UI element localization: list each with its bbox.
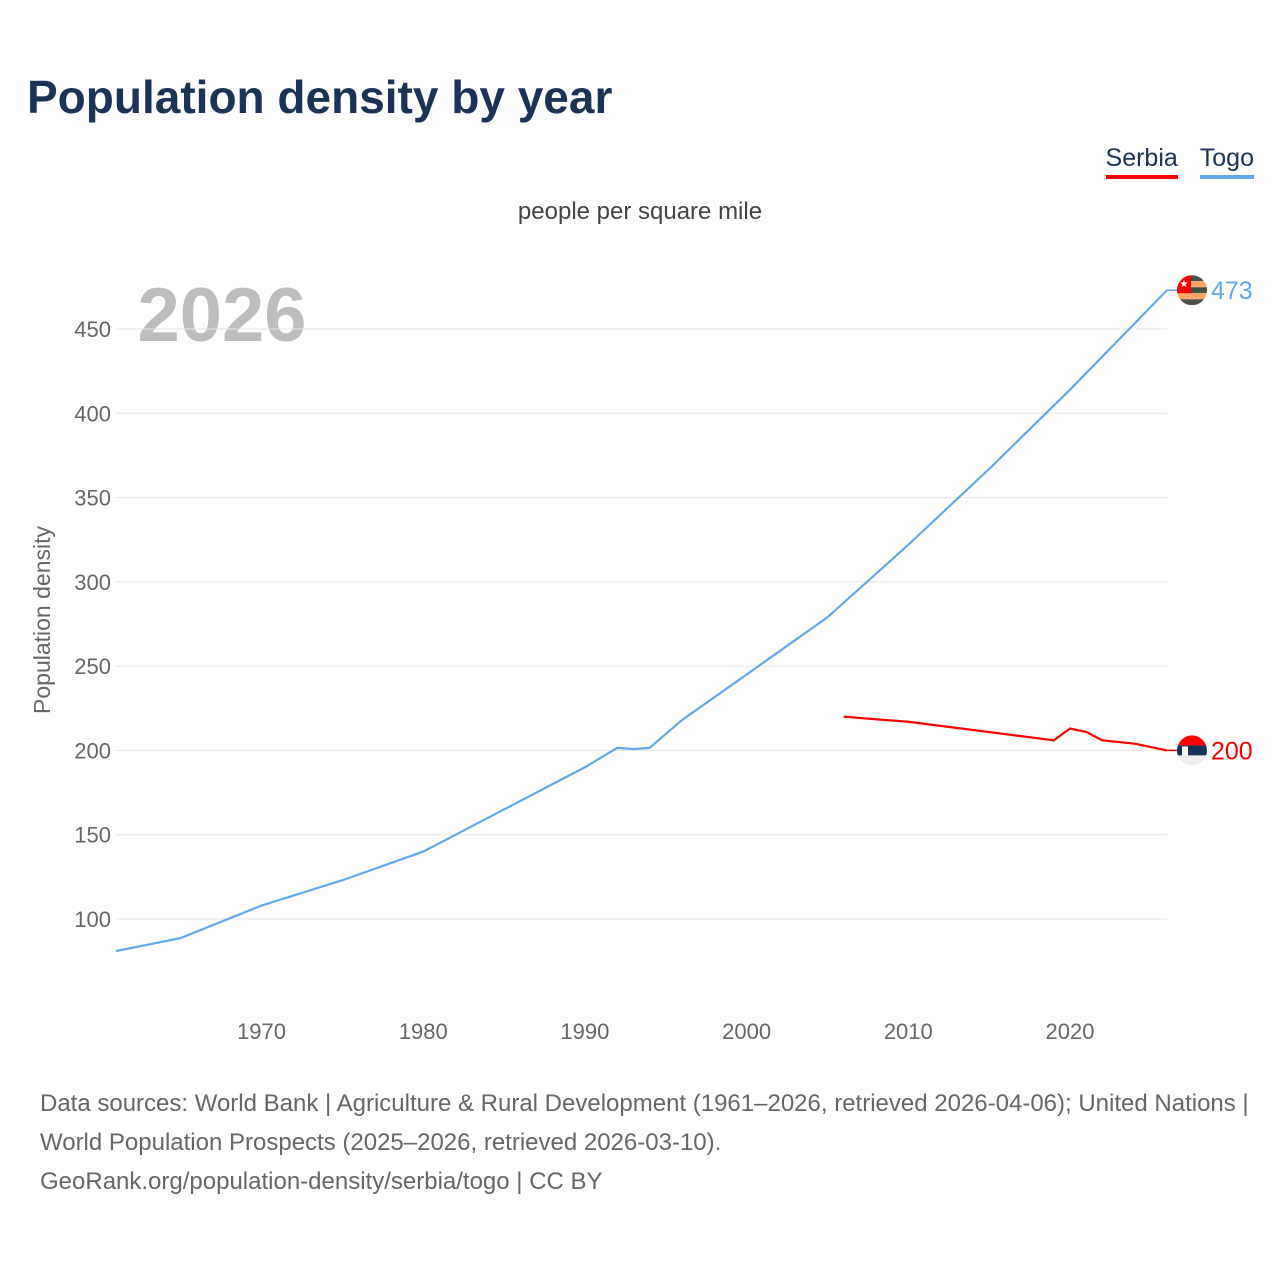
series-line-togo	[115, 289, 1168, 953]
togo-flag-icon: ★	[1177, 275, 1207, 306]
y-tick-label: 250	[74, 654, 111, 679]
y-tick-label: 400	[74, 401, 111, 426]
unit-subtitle: people per square mile	[517, 198, 763, 225]
legend-togo[interactable]: Togo	[1199, 144, 1254, 179]
svg-text:★: ★	[1180, 279, 1189, 290]
end-value-label-togo: 473	[1211, 277, 1253, 305]
x-tick-label: 1980	[399, 1019, 448, 1044]
serbia-flag-icon	[1177, 735, 1207, 766]
chart-title: Population density by year	[27, 71, 613, 123]
data-sources: Data sources: World Bank | Agriculture &…	[40, 1090, 1249, 1156]
y-tick-label: 350	[74, 486, 111, 511]
y-axis-label: Population density	[29, 526, 55, 714]
source-link[interactable]: GeoRank.org/population-density/serbia/to…	[40, 1168, 603, 1195]
end-value-label-serbia: 200	[1211, 737, 1253, 765]
x-tick-label: 1990	[560, 1019, 609, 1044]
x-tick-label: 2010	[884, 1019, 933, 1044]
year-watermark: 2026	[137, 273, 306, 358]
x-tick-label: 2000	[722, 1019, 771, 1044]
series-line-serbia	[843, 715, 1168, 752]
y-tick-label: 150	[74, 823, 111, 848]
y-tick-label: 450	[74, 317, 111, 342]
legend: Serbia Togo	[1105, 144, 1254, 179]
x-tick-label: 1970	[237, 1019, 286, 1044]
x-tick-label: 2020	[1046, 1019, 1095, 1044]
footer: Data sources: World Bank | Agriculture &…	[40, 1084, 1250, 1201]
y-tick-label: 300	[74, 570, 111, 595]
y-tick-label: 100	[74, 907, 111, 932]
y-tick-label: 200	[74, 738, 111, 763]
legend-serbia[interactable]: Serbia	[1105, 144, 1178, 179]
